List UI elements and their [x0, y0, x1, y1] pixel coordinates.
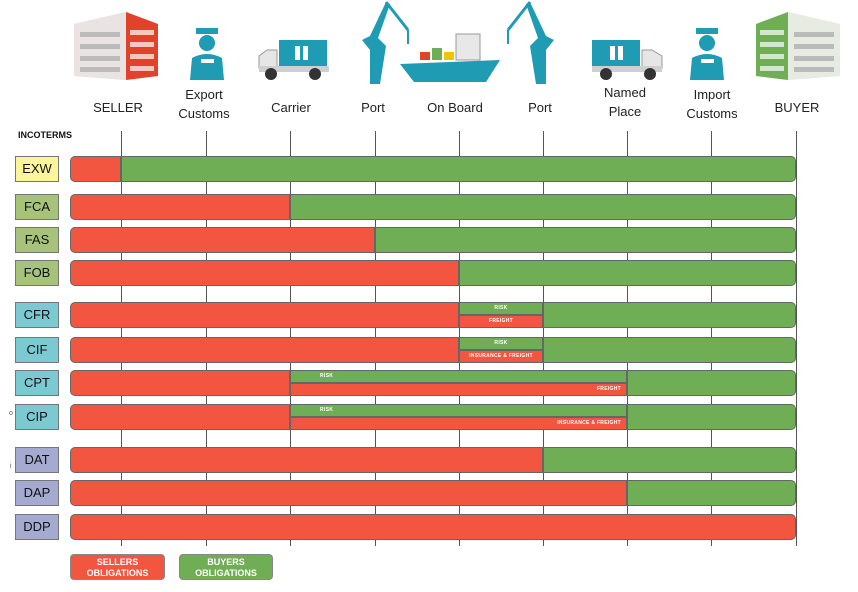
cost-bar-cpt — [290, 383, 627, 396]
cost-bar-cif — [459, 350, 543, 363]
seller-building-icon — [74, 12, 158, 80]
column-label-seller: SELLER — [93, 100, 143, 115]
buyer-bar-fob — [459, 260, 796, 286]
named-place-truck-icon — [592, 40, 663, 80]
cost-label-cpt: FREIGHT — [596, 386, 621, 392]
cost-bar-cfr — [459, 315, 543, 328]
stray-mark-dat: i — [10, 463, 12, 470]
buyer-bar-dap — [627, 480, 796, 506]
buyer-building-icon — [756, 12, 840, 80]
seller-bar-fob — [70, 260, 459, 286]
column-label-import-customs: Import Customs — [686, 87, 738, 121]
seller-bar-cip — [70, 404, 290, 430]
column-label-buyer: BUYER — [774, 100, 820, 115]
seller-bar-cpt — [70, 370, 290, 396]
term-code-exw: EXW — [15, 156, 59, 182]
risk-bar-cip — [290, 404, 627, 417]
stray-mark-cip: o — [9, 410, 13, 417]
destination-port-crane-icon — [506, 1, 554, 84]
cost-label-cip: INSURANCE & FREIGHT — [557, 420, 621, 426]
seller-bar-dap — [70, 480, 627, 506]
origin-port-crane-icon — [362, 1, 410, 84]
term-code-fca: FCA — [15, 194, 59, 220]
risk-bar-cif — [459, 337, 543, 350]
buyer-bar-fca — [290, 194, 796, 220]
buyer-bar-cif — [543, 337, 796, 363]
column-divider-buyer — [796, 131, 797, 546]
seller-bar-ddp — [70, 514, 796, 540]
column-label-port-origin: Port — [361, 100, 385, 115]
term-code-fas: FAS — [15, 227, 59, 253]
buyer-bar-cip — [627, 404, 796, 430]
risk-bar-cfr — [459, 302, 543, 315]
seller-bar-exw — [70, 156, 121, 182]
buyer-bar-fas — [375, 227, 796, 253]
cargo-ship-icon — [400, 33, 500, 82]
term-code-cip: CIP — [15, 404, 59, 430]
column-label-on-board: On Board — [427, 100, 483, 115]
term-code-ddp: DDP — [15, 514, 59, 540]
risk-label-cpt: RISK — [320, 373, 334, 379]
cost-label-cfr: FREIGHT — [488, 318, 514, 324]
seller-bar-cif — [70, 337, 459, 363]
column-label-carrier: Carrier — [271, 100, 311, 115]
term-code-fob: FOB — [15, 260, 59, 286]
export-customs-officer-icon — [190, 28, 224, 80]
term-code-cif: CIF — [15, 337, 59, 363]
incoterms-title: INCOTERMS — [18, 130, 72, 140]
term-code-cpt: CPT — [15, 370, 59, 396]
column-label-export-customs: Export Customs — [178, 87, 230, 121]
seller-bar-fca — [70, 194, 290, 220]
term-code-cfr: CFR — [15, 302, 59, 328]
term-code-dat: DAT — [15, 447, 59, 473]
import-customs-officer-icon — [690, 28, 724, 80]
legend-buyers-obligations: BUYERS OBLIGATIONS — [179, 554, 273, 580]
cost-label-cif: INSURANCE & FREIGHT — [469, 353, 533, 359]
seller-bar-dat — [70, 447, 543, 473]
buyer-bar-cpt — [627, 370, 796, 396]
risk-label-cif: RISK — [494, 340, 508, 346]
legend-sellers-obligations: SELLERS OBLIGATIONS — [70, 554, 165, 580]
term-code-dap: DAP — [15, 480, 59, 506]
column-label-named-place: Named Place — [604, 85, 646, 119]
risk-bar-cpt — [290, 370, 627, 383]
carrier-truck-icon — [258, 40, 329, 80]
buyer-bar-dat — [543, 447, 796, 473]
risk-label-cfr: RISK — [494, 305, 508, 311]
column-label-port-destination: Port — [528, 100, 552, 115]
risk-label-cip: RISK — [320, 407, 334, 413]
seller-bar-cfr — [70, 302, 459, 328]
buyer-bar-cfr — [543, 302, 796, 328]
buyer-bar-exw — [121, 156, 796, 182]
seller-bar-fas — [70, 227, 375, 253]
cost-bar-cip — [290, 417, 627, 430]
